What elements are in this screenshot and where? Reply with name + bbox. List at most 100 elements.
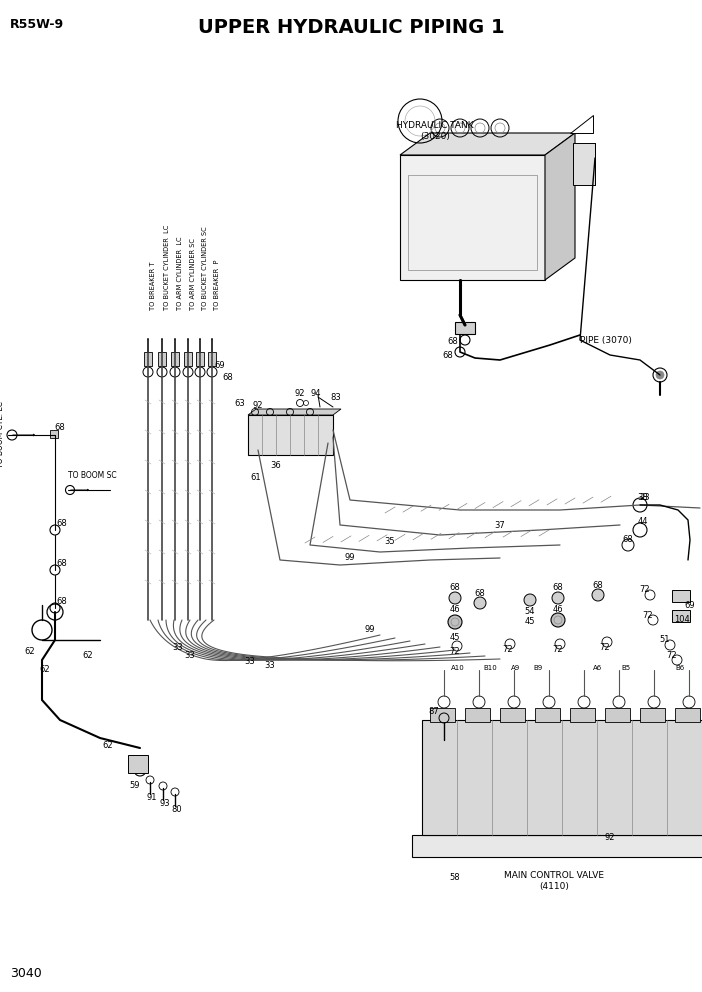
Text: 80: 80 xyxy=(172,806,183,814)
Bar xyxy=(128,755,148,773)
Text: 72: 72 xyxy=(600,644,610,653)
Text: 44: 44 xyxy=(637,518,648,527)
Text: 92: 92 xyxy=(253,401,263,410)
Polygon shape xyxy=(400,133,575,155)
Text: 91: 91 xyxy=(147,794,157,803)
Bar xyxy=(196,352,204,366)
Text: R55W-9: R55W-9 xyxy=(10,18,64,31)
Bar xyxy=(158,352,166,366)
Text: 62: 62 xyxy=(25,648,35,657)
Text: B9: B9 xyxy=(534,665,543,671)
Circle shape xyxy=(524,594,536,606)
Bar xyxy=(605,708,630,722)
Text: 36: 36 xyxy=(271,460,282,469)
Bar xyxy=(144,352,152,366)
Text: 104: 104 xyxy=(674,615,690,625)
Text: 62: 62 xyxy=(40,666,51,675)
Text: 51: 51 xyxy=(660,636,670,645)
Text: 94: 94 xyxy=(311,389,322,398)
Text: UPPER HYDRAULIC PIPING 1: UPPER HYDRAULIC PIPING 1 xyxy=(198,18,504,37)
Bar xyxy=(455,322,475,334)
Circle shape xyxy=(474,597,486,609)
Text: (4110): (4110) xyxy=(539,883,569,892)
Text: 3040: 3040 xyxy=(10,967,41,980)
Text: 45: 45 xyxy=(525,617,535,627)
Text: 92: 92 xyxy=(604,833,615,842)
Text: 58: 58 xyxy=(450,874,461,883)
Bar xyxy=(672,590,690,602)
Text: 68: 68 xyxy=(443,351,453,360)
Text: TO BOOM SC: TO BOOM SC xyxy=(68,471,117,480)
Bar xyxy=(408,175,537,270)
Bar xyxy=(248,415,333,455)
Text: 68: 68 xyxy=(552,583,564,592)
Text: 33: 33 xyxy=(173,644,183,653)
Text: 46: 46 xyxy=(552,605,563,614)
Text: 59: 59 xyxy=(130,781,140,790)
Text: 69: 69 xyxy=(684,600,695,609)
Bar xyxy=(430,708,455,722)
Text: A9: A9 xyxy=(511,665,521,671)
Text: 68: 68 xyxy=(57,520,67,529)
Bar xyxy=(422,720,702,835)
Text: 72: 72 xyxy=(450,648,461,657)
Text: B10: B10 xyxy=(483,665,497,671)
Bar xyxy=(171,352,179,366)
Text: 99: 99 xyxy=(345,553,355,561)
Text: 62: 62 xyxy=(83,651,93,660)
Text: 72: 72 xyxy=(552,646,563,655)
Text: 68: 68 xyxy=(55,424,65,433)
Text: 68: 68 xyxy=(592,580,604,589)
Text: 33: 33 xyxy=(185,651,195,660)
Text: TO BUCKET CYLINDER  LC: TO BUCKET CYLINDER LC xyxy=(164,224,170,310)
Text: 33: 33 xyxy=(244,658,256,667)
Text: 33: 33 xyxy=(265,661,275,670)
Polygon shape xyxy=(248,409,341,415)
Text: HYDRAULIC TANK: HYDRAULIC TANK xyxy=(396,120,474,130)
Circle shape xyxy=(552,592,564,604)
Bar xyxy=(465,708,490,722)
Bar xyxy=(184,352,192,366)
Text: 45: 45 xyxy=(450,634,461,643)
Text: 72: 72 xyxy=(667,651,677,660)
Text: 68: 68 xyxy=(448,337,458,346)
Polygon shape xyxy=(545,133,575,280)
Text: B5: B5 xyxy=(621,665,630,671)
Text: 68: 68 xyxy=(623,536,633,545)
Bar xyxy=(570,708,595,722)
Bar xyxy=(535,708,560,722)
Text: 46: 46 xyxy=(450,605,461,614)
Text: PIPE (3070): PIPE (3070) xyxy=(580,335,632,344)
Bar xyxy=(208,352,216,366)
Text: 54: 54 xyxy=(525,607,535,616)
Text: 72: 72 xyxy=(640,585,650,594)
Text: 83: 83 xyxy=(331,393,341,402)
Text: 68: 68 xyxy=(475,588,485,597)
Circle shape xyxy=(551,613,565,627)
Text: 87: 87 xyxy=(429,707,439,716)
Bar xyxy=(675,708,700,722)
Text: 68: 68 xyxy=(449,583,461,592)
Polygon shape xyxy=(400,155,545,280)
Bar xyxy=(640,708,665,722)
Text: TO ARM CYLINDER  LC: TO ARM CYLINDER LC xyxy=(177,236,183,310)
Text: 68: 68 xyxy=(57,559,67,568)
Text: TO BUCKET CYLINDER SC: TO BUCKET CYLINDER SC xyxy=(202,226,208,310)
Text: MAIN CONTROL VALVE: MAIN CONTROL VALVE xyxy=(504,871,604,880)
Text: 99: 99 xyxy=(365,626,376,635)
Polygon shape xyxy=(570,115,593,133)
Circle shape xyxy=(449,592,461,604)
Bar xyxy=(672,610,690,622)
Circle shape xyxy=(592,589,604,601)
Text: 23: 23 xyxy=(640,492,650,502)
Text: 37: 37 xyxy=(495,521,505,530)
Text: TO ARM CYLINDER SC: TO ARM CYLINDER SC xyxy=(190,238,196,310)
Bar xyxy=(412,835,702,857)
Text: A10: A10 xyxy=(451,665,465,671)
Text: 72: 72 xyxy=(503,646,513,655)
Text: 68: 68 xyxy=(57,597,67,606)
Text: 63: 63 xyxy=(234,399,246,408)
Text: TO BREAKER  P: TO BREAKER P xyxy=(214,260,220,310)
Text: 62: 62 xyxy=(102,740,113,750)
Text: TO BREAKER T: TO BREAKER T xyxy=(150,262,156,310)
